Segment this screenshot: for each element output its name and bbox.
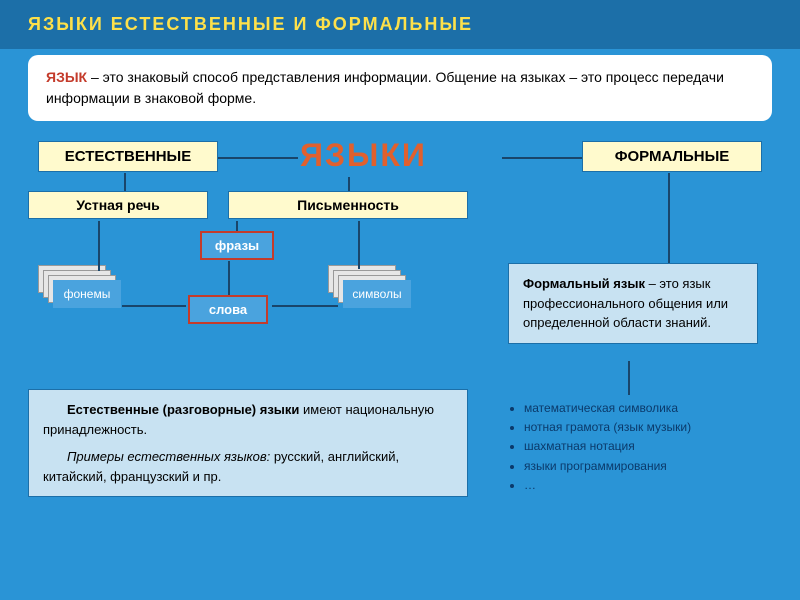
natural-def-term: Естественные (разговорные) языки (67, 402, 299, 417)
center-title: ЯЗЫКИ (300, 137, 427, 174)
natural-examples-label: Примеры естественных языков: (67, 449, 270, 464)
category-formal: ФОРМАЛЬНЫЕ (582, 141, 762, 172)
node-phrases: фразы (200, 231, 274, 260)
subcat-oral: Устная речь (28, 191, 208, 219)
category-natural: ЕСТЕСТВЕННЫЕ (38, 141, 218, 172)
node-phonemes: фонемы (53, 280, 121, 308)
formal-definition-box: Формальный язык – это язык профессиональ… (508, 263, 758, 344)
definition-box: ЯЗЫК – это знаковый способ представления… (28, 55, 772, 121)
formal-examples-list: математическая символиканотная грамота (… (508, 399, 768, 495)
formal-list-item: языки программирования (524, 457, 768, 476)
formal-list-item: … (524, 476, 768, 495)
formal-def-term: Формальный язык (523, 276, 645, 291)
stack-symbols: символы (328, 265, 408, 301)
definition-term: ЯЗЫК (46, 69, 87, 85)
slide: ЯЗЫКИ ЕСТЕСТВЕННЫЕ И ФОРМАЛЬНЫЕ ЯЗЫК – э… (0, 0, 800, 600)
definition-body: – это знаковый способ представления инфо… (46, 69, 724, 106)
natural-definition-box: Естественные (разговорные) языки имеют н… (28, 389, 468, 497)
formal-list-item: математическая символика (524, 399, 768, 418)
node-words: слова (188, 295, 268, 324)
subcat-written: Письменность (228, 191, 468, 219)
diagram-area: ЯЗЫКИ ЕСТЕСТВЕННЫЕ ФОРМАЛЬНЫЕ Устная реч… (28, 135, 772, 585)
slide-title: ЯЗЫКИ ЕСТЕСТВЕННЫЕ И ФОРМАЛЬНЫЕ (28, 14, 473, 34)
formal-list-item: нотная грамота (язык музыки) (524, 418, 768, 437)
formal-list-item: шахматная нотация (524, 437, 768, 456)
stack-phonemes: фонемы (38, 265, 118, 301)
title-bar: ЯЗЫКИ ЕСТЕСТВЕННЫЕ И ФОРМАЛЬНЫЕ (0, 0, 800, 49)
node-symbols: символы (343, 280, 411, 308)
